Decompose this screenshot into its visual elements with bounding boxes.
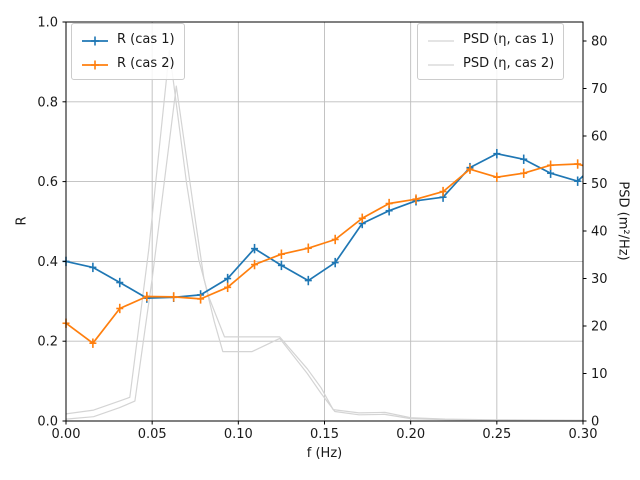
x-tick-label: 0.05 (138, 427, 167, 442)
y-axis-label-right: PSD (m²/Hz) (615, 181, 631, 261)
x-tick-label: 0.25 (482, 427, 511, 442)
y-tick-label-left: 0.0 (37, 415, 58, 430)
series-line-3 (65, 85, 584, 422)
legend-sample-svg (428, 63, 454, 66)
x-tick-label: 0.20 (396, 427, 425, 442)
y-tick-label-right: 10 (591, 367, 608, 382)
legend-label-psd-cas2: PSD (η, cas 2) (463, 56, 555, 71)
legend-sample-line-psd-cas2 (427, 57, 455, 71)
x-tick-label: 0.00 (52, 427, 81, 442)
y-tick-label-left: 1.0 (37, 16, 58, 31)
y-tick-label-left: 0.4 (37, 255, 58, 270)
x-tick-label: 0.30 (569, 427, 598, 442)
series-line-2 (65, 49, 584, 421)
legend-label-r-cas2: R (cas 2) (117, 56, 175, 71)
legend-r: R (cas 1) R (cas 2) (71, 23, 185, 80)
y-tick-label-right: 20 (591, 320, 608, 335)
legend-label-r-cas1: R (cas 1) (117, 32, 175, 47)
legend-item-psd-cas1: PSD (η, cas 1) (427, 29, 554, 50)
y-tick-label-left: 0.2 (37, 335, 58, 350)
legend-sample-line-psd-cas1 (427, 33, 455, 47)
legend-sample-line-r-cas2 (81, 57, 109, 71)
legend-item-r-cas1: R (cas 1) (81, 29, 175, 50)
y-tick-label-left: 0.6 (37, 175, 58, 190)
legend-label-psd-cas1: PSD (η, cas 1) (463, 32, 555, 47)
legend-psd: PSD (η, cas 1) PSD (η, cas 2) (417, 23, 565, 80)
y-axis-label-left: R (14, 216, 30, 226)
x-axis-label: f (Hz) (306, 446, 343, 461)
y-tick-label-right: 0 (591, 415, 599, 430)
x-tick-label: 0.10 (224, 427, 253, 442)
y-tick-label-right: 30 (591, 272, 608, 287)
legend-item-psd-cas2: PSD (η, cas 2) (427, 53, 554, 74)
y-tick-label-right: 60 (591, 130, 608, 145)
y-tick-label-right: 40 (591, 225, 608, 240)
y-tick-label-left: 0.8 (37, 95, 58, 110)
legend-sample-svg (82, 36, 108, 45)
y-tick-label-right: 50 (591, 177, 608, 192)
y-tick-label-right: 80 (591, 35, 608, 50)
x-tick-label: 0.15 (310, 427, 339, 442)
y-tick-label-right: 70 (591, 82, 608, 97)
legend-sample-line-r-cas1 (81, 33, 109, 47)
legend-item-r-cas2: R (cas 2) (81, 53, 175, 74)
legend-sample-svg (428, 39, 454, 42)
legend-sample-svg (82, 60, 108, 69)
